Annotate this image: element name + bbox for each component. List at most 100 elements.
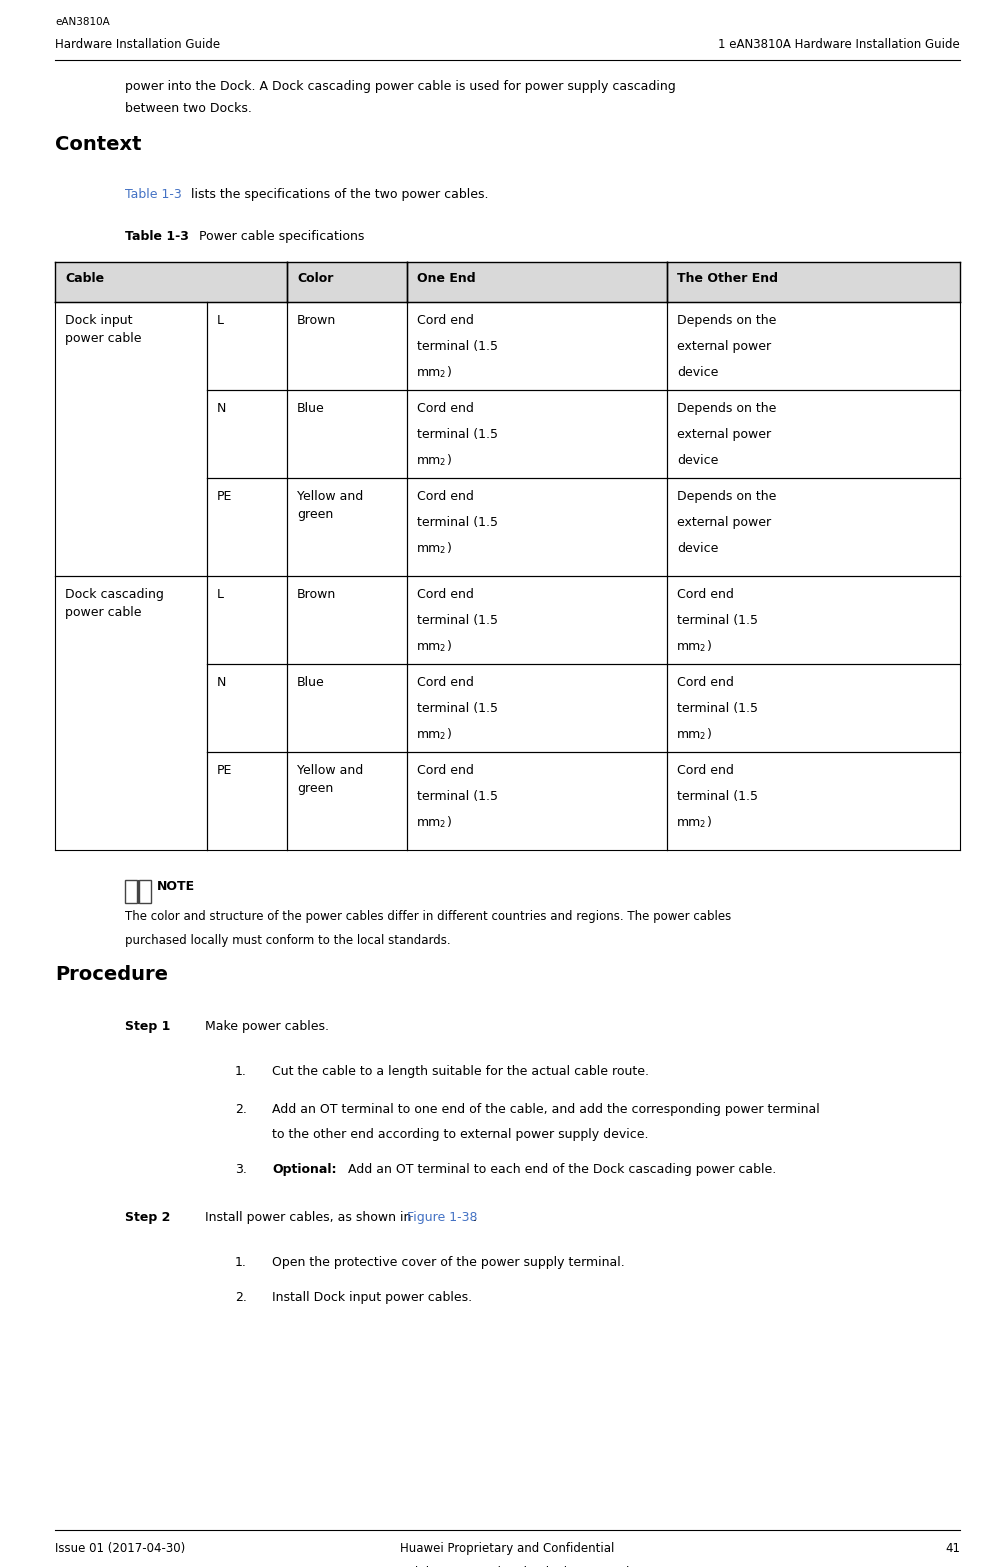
- Text: Dock input
power cable: Dock input power cable: [65, 313, 141, 345]
- Text: mm: mm: [677, 729, 702, 741]
- Text: terminal (1.5: terminal (1.5: [417, 340, 498, 353]
- Text: ): ): [447, 367, 452, 379]
- Text: ): ): [707, 729, 712, 741]
- Text: external power: external power: [677, 516, 771, 530]
- Text: 3.: 3.: [235, 1163, 247, 1175]
- Text: 2: 2: [439, 644, 445, 653]
- Text: Cord end: Cord end: [677, 765, 734, 777]
- Text: Yellow and
green: Yellow and green: [297, 765, 363, 794]
- Text: 1 eAN3810A Hardware Installation Guide: 1 eAN3810A Hardware Installation Guide: [719, 38, 960, 52]
- Text: device: device: [677, 542, 719, 555]
- Text: terminal (1.5: terminal (1.5: [417, 702, 498, 715]
- Text: The color and structure of the power cables differ in different countries and re: The color and structure of the power cab…: [125, 910, 731, 923]
- Text: Open the protective cover of the power supply terminal.: Open the protective cover of the power s…: [272, 1257, 625, 1269]
- Text: terminal (1.5: terminal (1.5: [417, 790, 498, 802]
- Text: purchased locally must conform to the local standards.: purchased locally must conform to the lo…: [125, 934, 451, 946]
- Text: Cord end: Cord end: [677, 675, 734, 689]
- Text: 1.: 1.: [235, 1257, 247, 1269]
- Text: 2.: 2.: [235, 1103, 247, 1116]
- Text: mm: mm: [417, 816, 442, 829]
- Text: mm: mm: [677, 639, 702, 653]
- Text: Brown: Brown: [297, 588, 337, 602]
- Text: 1.: 1.: [235, 1066, 247, 1078]
- Text: ): ): [707, 816, 712, 829]
- Text: Yellow and
green: Yellow and green: [297, 490, 363, 520]
- Text: 2.: 2.: [235, 1291, 247, 1304]
- Text: mm: mm: [417, 367, 442, 379]
- Text: Install Dock input power cables.: Install Dock input power cables.: [272, 1291, 472, 1304]
- Text: lists the specifications of the two power cables.: lists the specifications of the two powe…: [187, 188, 489, 201]
- Text: Depends on the: Depends on the: [677, 403, 776, 415]
- Text: 2: 2: [439, 732, 445, 741]
- Text: 2: 2: [700, 644, 705, 653]
- Text: Add an OT terminal to each end of the Dock cascading power cable.: Add an OT terminal to each end of the Do…: [344, 1163, 776, 1175]
- Text: power into the Dock. A Dock cascading power cable is used for power supply casca: power into the Dock. A Dock cascading po…: [125, 80, 675, 92]
- Text: PE: PE: [217, 490, 233, 503]
- Text: Procedure: Procedure: [55, 965, 168, 984]
- Text: 2: 2: [700, 732, 705, 741]
- Text: ): ): [447, 454, 452, 467]
- Text: 2: 2: [439, 458, 445, 467]
- Text: terminal (1.5: terminal (1.5: [677, 614, 758, 627]
- Text: Step 2: Step 2: [125, 1211, 170, 1224]
- Text: Hardware Installation Guide: Hardware Installation Guide: [55, 38, 220, 52]
- Text: ): ): [447, 639, 452, 653]
- Text: Install power cables, as shown in: Install power cables, as shown in: [205, 1211, 415, 1224]
- Text: Cord end: Cord end: [417, 588, 474, 602]
- Text: Blue: Blue: [297, 403, 325, 415]
- Text: Huawei Proprietary and Confidential: Huawei Proprietary and Confidential: [400, 1542, 614, 1554]
- Text: N: N: [217, 675, 227, 689]
- Text: terminal (1.5: terminal (1.5: [677, 790, 758, 802]
- Text: Add an OT terminal to one end of the cable, and add the corresponding power term: Add an OT terminal to one end of the cab…: [272, 1103, 820, 1116]
- Text: N: N: [217, 403, 227, 415]
- Text: 2: 2: [700, 820, 705, 829]
- Text: Cord end: Cord end: [417, 403, 474, 415]
- Text: device: device: [677, 454, 719, 467]
- Text: ): ): [707, 639, 712, 653]
- Text: between two Docks.: between two Docks.: [125, 102, 252, 114]
- Text: ): ): [447, 816, 452, 829]
- Text: 41: 41: [946, 1542, 960, 1554]
- Text: The Other End: The Other End: [677, 273, 778, 285]
- Text: Cord end: Cord end: [417, 490, 474, 503]
- Text: One End: One End: [417, 273, 476, 285]
- Text: Cord end: Cord end: [417, 675, 474, 689]
- Text: ): ): [447, 729, 452, 741]
- Text: PE: PE: [217, 765, 233, 777]
- Text: Dock cascading
power cable: Dock cascading power cable: [65, 588, 164, 619]
- Text: Step 1: Step 1: [125, 1020, 170, 1033]
- Text: Issue 01 (2017-04-30): Issue 01 (2017-04-30): [55, 1542, 185, 1554]
- Text: Color: Color: [297, 273, 334, 285]
- Bar: [125, 881, 137, 903]
- Text: 2: 2: [439, 370, 445, 379]
- Text: Brown: Brown: [297, 313, 337, 328]
- Text: Optional:: Optional:: [272, 1163, 337, 1175]
- Text: device: device: [677, 367, 719, 379]
- Text: mm: mm: [677, 816, 702, 829]
- Text: Cut the cable to a length suitable for the actual cable route.: Cut the cable to a length suitable for t…: [272, 1066, 649, 1078]
- Text: Power cable specifications: Power cable specifications: [195, 230, 364, 243]
- Text: Depends on the: Depends on the: [677, 313, 776, 328]
- Text: Table 1-3: Table 1-3: [125, 230, 188, 243]
- Text: mm: mm: [417, 454, 442, 467]
- Text: NOTE: NOTE: [157, 881, 196, 893]
- Text: terminal (1.5: terminal (1.5: [677, 702, 758, 715]
- Text: 2: 2: [439, 545, 445, 555]
- Text: mm: mm: [417, 729, 442, 741]
- Text: 2: 2: [439, 820, 445, 829]
- Text: L: L: [217, 588, 224, 602]
- Text: Cord end: Cord end: [417, 765, 474, 777]
- Text: ): ): [447, 542, 452, 555]
- Text: terminal (1.5: terminal (1.5: [417, 428, 498, 440]
- Text: eAN3810A: eAN3810A: [55, 17, 110, 27]
- Text: Cord end: Cord end: [677, 588, 734, 602]
- Text: Cord end: Cord end: [417, 313, 474, 328]
- Text: external power: external power: [677, 428, 771, 440]
- Text: to the other end according to external power supply device.: to the other end according to external p…: [272, 1128, 648, 1141]
- Text: Blue: Blue: [297, 675, 325, 689]
- Text: Context: Context: [55, 135, 141, 154]
- Text: Figure 1-38: Figure 1-38: [407, 1211, 478, 1224]
- Text: Table 1-3: Table 1-3: [125, 188, 181, 201]
- Text: Depends on the: Depends on the: [677, 490, 776, 503]
- Text: mm: mm: [417, 542, 442, 555]
